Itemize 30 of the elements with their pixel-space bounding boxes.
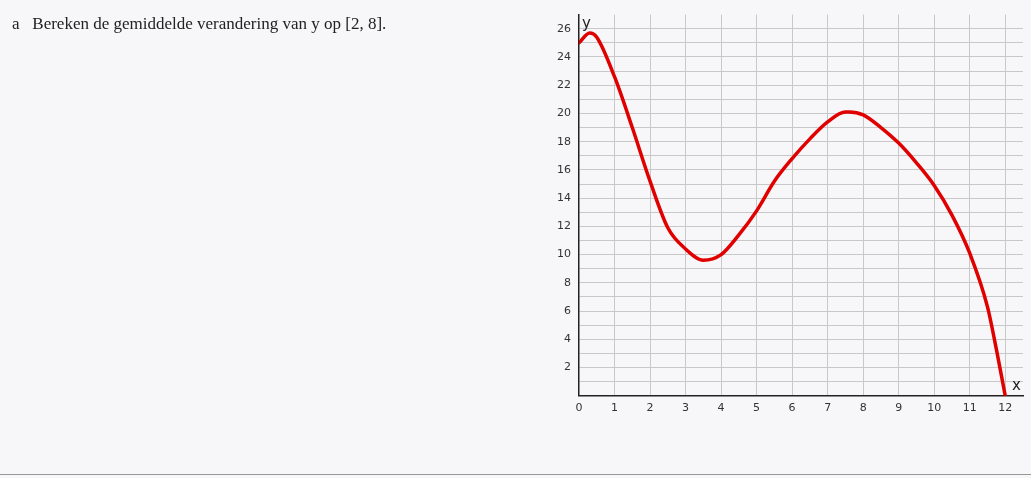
x-tick-label: 11 bbox=[962, 401, 977, 415]
y-tick-label: 18 bbox=[557, 134, 571, 148]
y-axis-title: y bbox=[582, 13, 591, 32]
y-tick-label: 6 bbox=[564, 303, 571, 317]
y-tick-label: 26 bbox=[557, 21, 571, 35]
y-tick-label: 14 bbox=[557, 191, 571, 204]
y-tick-label: 24 bbox=[557, 49, 571, 63]
y-tick-label: 12 bbox=[557, 219, 571, 233]
x-tick-label: 1 bbox=[611, 401, 619, 415]
y-tick-label: 10 bbox=[557, 247, 571, 261]
y-tick-label: 16 bbox=[557, 162, 571, 176]
y-tick-label: 2 bbox=[564, 360, 571, 374]
x-tick-label: 7 bbox=[824, 401, 832, 415]
line-series bbox=[579, 31, 1007, 396]
x-tick-label: 6 bbox=[788, 401, 796, 415]
x-tick-label: 9 bbox=[895, 401, 903, 415]
x-tick-label: 2 bbox=[646, 401, 654, 415]
x-tick-label: 8 bbox=[859, 401, 867, 415]
x-axis-title: x bbox=[1012, 376, 1022, 395]
x-tick-label: 3 bbox=[682, 401, 690, 415]
x-tick-label: 10 bbox=[927, 401, 942, 415]
x-tick-label: 5 bbox=[753, 401, 761, 415]
y-tick-label: 22 bbox=[557, 78, 571, 92]
x-tick-label: 12 bbox=[998, 401, 1013, 415]
y-tick-label: 4 bbox=[564, 332, 571, 346]
y-tick-label: 20 bbox=[557, 106, 571, 120]
x-tick-label: 4 bbox=[717, 401, 725, 415]
x-tick-label: 0 bbox=[575, 401, 583, 415]
y-tick-label: 8 bbox=[564, 275, 571, 289]
text: a Bereken de gemiddelde verandering van y op [2, 8]. bbox=[12, 14, 387, 34]
